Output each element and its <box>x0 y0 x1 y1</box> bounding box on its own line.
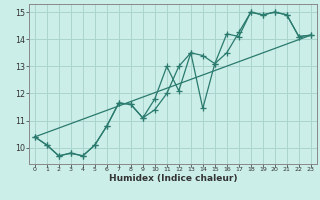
X-axis label: Humidex (Indice chaleur): Humidex (Indice chaleur) <box>108 174 237 183</box>
